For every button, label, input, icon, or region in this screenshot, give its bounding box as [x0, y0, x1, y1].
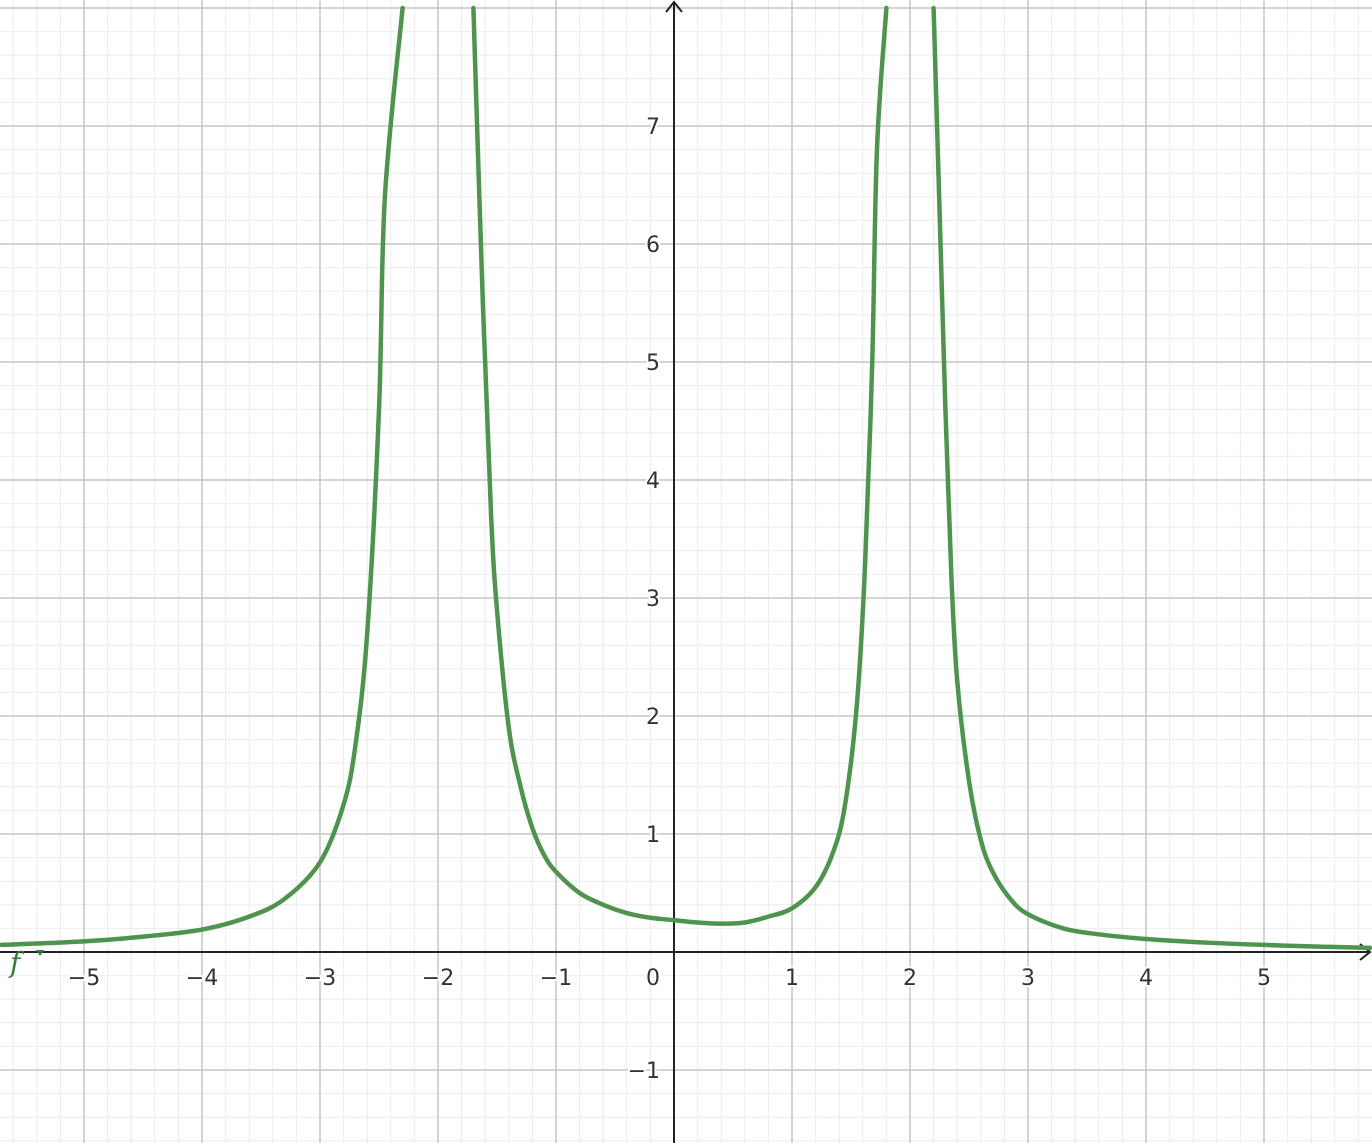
- x-tick-label: 4: [1139, 966, 1153, 991]
- y-tick-label: 5: [646, 351, 660, 376]
- series-line-f[interactable]: [931, 5, 1372, 951]
- x-tick-label: −5: [68, 966, 100, 991]
- series-line-f[interactable]: [0, 5, 405, 948]
- y-tick-label: 1: [646, 823, 660, 848]
- function-curves[interactable]: [0, 5, 1372, 951]
- x-tick-label: −3: [304, 966, 336, 991]
- y-axis-arrow-icon: [665, 0, 683, 13]
- x-tick-label: −2: [422, 966, 454, 991]
- x-tick-label: 3: [1021, 966, 1035, 991]
- x-tick-label: −1: [540, 966, 572, 991]
- y-tick-label: 3: [646, 587, 660, 612]
- chevron-down-icon[interactable]: [36, 950, 44, 956]
- x-axis-tick-labels: −5 −4 −3 −2 −1 1 2 3 4 5: [66, 964, 1273, 993]
- x-tick-label: 5: [1257, 966, 1271, 991]
- y-tick-label: 6: [646, 233, 660, 258]
- function-name-f: f: [8, 946, 25, 979]
- function-label[interactable]: f: [8, 946, 44, 979]
- y-tick-label: 4: [646, 469, 660, 494]
- y-axis-tick-labels: −1 1 2 3 4 5 6 7: [626, 113, 662, 1086]
- series-line-f[interactable]: [471, 5, 889, 926]
- x-tick-label: 2: [903, 966, 917, 991]
- origin-label: 0: [646, 966, 660, 991]
- y-tick-label: 2: [646, 705, 660, 730]
- x-tick-label: 1: [785, 966, 799, 991]
- x-tick-label: −4: [186, 966, 218, 991]
- y-tick-label: −1: [628, 1059, 660, 1084]
- y-tick-label: 7: [646, 115, 660, 140]
